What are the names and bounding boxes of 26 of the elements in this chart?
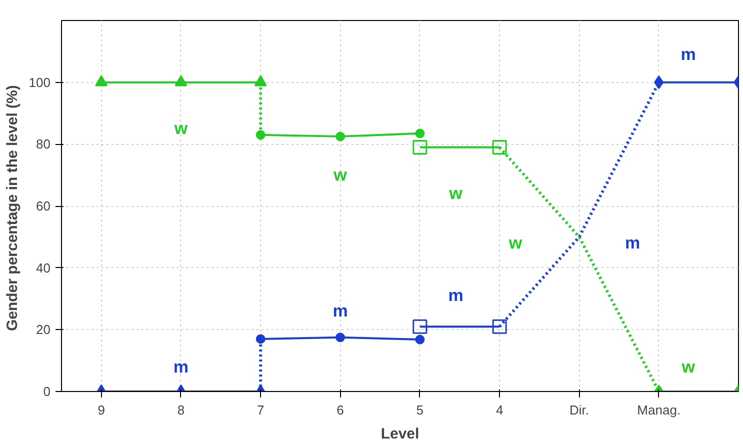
x-tick-label: Dir. (569, 402, 589, 418)
annotation: m (173, 357, 189, 376)
y-tick-label: 80 (36, 136, 51, 152)
y-tick-label: 100 (28, 74, 51, 90)
annotation: m (625, 234, 640, 253)
y-tick-label: 0 (43, 384, 51, 399)
annotation: w (448, 184, 464, 204)
x-tick-label: 5 (416, 402, 424, 418)
y-axis-title: Gender percentage in the level (%) (4, 85, 21, 332)
x-tick-label: 7 (257, 402, 264, 418)
annotation: w (508, 234, 523, 253)
y-tick-label: 60 (36, 198, 51, 214)
x-tick-label: 6 (336, 402, 344, 418)
annotation: w (173, 119, 188, 138)
y-tick-label: 20 (36, 322, 51, 338)
annotation: w (332, 166, 348, 185)
annotation: m (448, 286, 464, 306)
x-tick-label: 8 (177, 402, 185, 418)
annotation: m (332, 302, 348, 321)
x-tick-label: 9 (98, 402, 105, 418)
x-tick-label: 4 (496, 402, 504, 418)
y-tick-label: 40 (36, 260, 51, 276)
annotation: w (680, 357, 696, 376)
annotation: m (680, 45, 696, 64)
x-axis-title: Level (380, 426, 420, 442)
x-tick-label: Manag. (637, 402, 681, 418)
